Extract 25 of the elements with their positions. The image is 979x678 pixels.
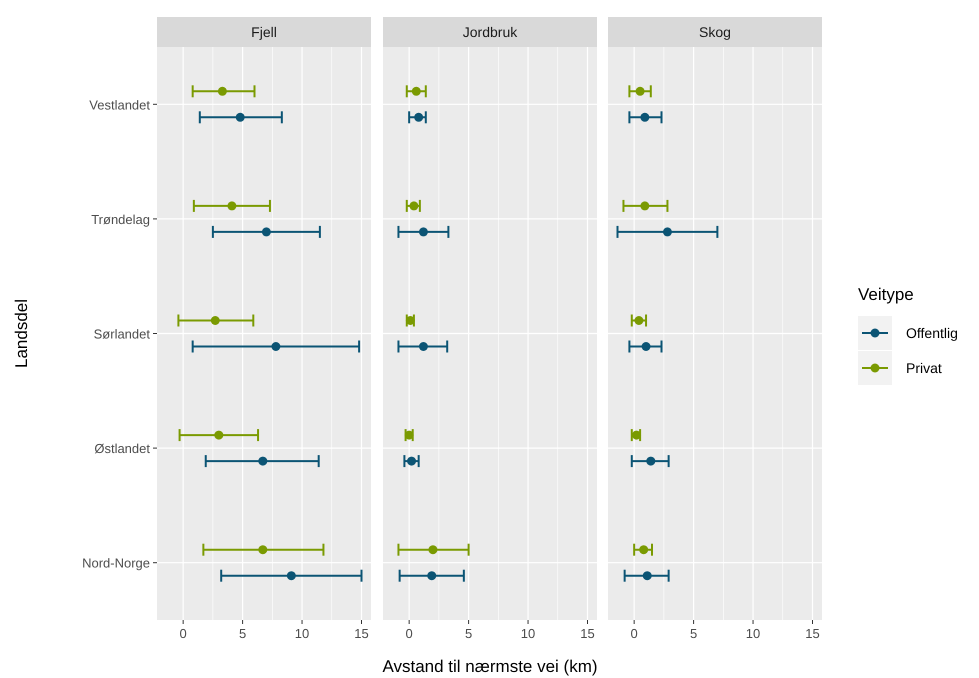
- chart-title: Fjell: [251, 24, 277, 40]
- y-tick-label: Vestlandet: [89, 97, 150, 112]
- legend-title: Veitype: [858, 285, 914, 304]
- x-tick-label: 10: [520, 626, 536, 641]
- chart-title: Jordbruk: [462, 24, 518, 40]
- x-tick-label: 0: [406, 626, 413, 641]
- chart-title: Skog: [699, 24, 731, 40]
- legend-label: Offentlig: [906, 325, 958, 341]
- x-tick-label: 5: [238, 626, 246, 641]
- x-tick-label: 15: [805, 626, 820, 641]
- y-tick-label: Østlandet: [94, 441, 150, 456]
- y-tick-label: Sørlandet: [94, 326, 150, 342]
- x-tick-label: 5: [464, 626, 472, 641]
- x-tick-label: 10: [294, 626, 310, 641]
- x-tick-label: 15: [354, 626, 369, 641]
- x-tick-label: 5: [690, 626, 698, 641]
- y-axis-title: Landsdel: [12, 298, 31, 368]
- x-tick-label: 0: [630, 626, 638, 641]
- y-tick-label: Nord-Norge: [82, 556, 150, 571]
- y-tick-label: Trøndelag: [91, 212, 150, 227]
- legend-label: Privat: [906, 360, 942, 376]
- x-tick-label: 10: [746, 626, 760, 641]
- x-tick-label: 15: [580, 626, 595, 641]
- x-axis-title: Avstand til nærmste vei (km): [382, 657, 598, 676]
- x-tick-label: 0: [180, 626, 187, 641]
